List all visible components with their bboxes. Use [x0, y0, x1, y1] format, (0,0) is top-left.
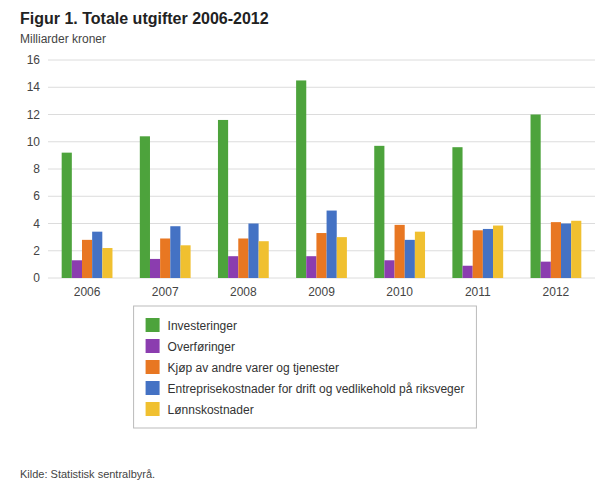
bar [395, 225, 405, 278]
bar [561, 224, 571, 279]
bar [140, 136, 150, 278]
bar [160, 238, 170, 278]
bar [238, 238, 248, 278]
x-tick-label: 2009 [308, 285, 335, 299]
bar [483, 229, 493, 278]
grid-line [48, 223, 595, 224]
subtitle: Milliarder kroner [20, 32, 106, 46]
bar [541, 262, 551, 278]
y-tick-label: 6 [33, 189, 40, 203]
grid-line [48, 196, 595, 197]
legend-frame [134, 306, 477, 428]
bar [170, 226, 180, 278]
y-tick-label: 16 [27, 53, 41, 67]
bar [452, 147, 462, 278]
bar [259, 241, 269, 278]
bar [306, 256, 316, 278]
bar [72, 260, 82, 278]
bar [62, 153, 72, 278]
y-tick-label: 4 [33, 217, 40, 231]
bar [92, 232, 102, 278]
grid [48, 60, 595, 278]
bar [473, 230, 483, 278]
title: Figur 1. Totale utgifter 2006-2012 [20, 10, 269, 27]
bars [62, 80, 582, 278]
legend-label: Lønnskostnader [168, 403, 254, 417]
y-tick-label: 8 [33, 162, 40, 176]
grid-line [48, 87, 595, 88]
bar [551, 222, 561, 278]
y-tick-label: 12 [27, 108, 41, 122]
bar [248, 224, 258, 279]
legend-label: Kjøp av andre varer og tjenester [168, 361, 339, 375]
legend-swatch [146, 339, 160, 353]
bar [228, 256, 238, 278]
y-tick-label: 0 [33, 271, 40, 285]
bar [327, 211, 337, 278]
y-tick-label: 14 [27, 80, 41, 94]
legend-swatch [146, 402, 160, 416]
grid-line [48, 114, 595, 115]
bar [493, 226, 503, 278]
grid-line [48, 60, 595, 61]
legend-label: Overføringer [168, 340, 235, 354]
bar [180, 245, 190, 278]
bar [415, 232, 425, 278]
x-tick-label: 2010 [386, 285, 413, 299]
x-tick-label: 2008 [230, 285, 257, 299]
legend-swatch [146, 381, 160, 395]
y-tick-label: 2 [33, 244, 40, 258]
bar [384, 260, 394, 278]
y-tick-label: 10 [27, 135, 41, 149]
bar [102, 248, 112, 278]
bar [218, 120, 228, 278]
x-tick-label: 2006 [74, 285, 101, 299]
chart: Figur 1. Totale utgifter 2006-2012 Millia… [0, 0, 610, 488]
legend-label: Entreprisekostnader for drift og vedlike… [168, 382, 465, 396]
bar [296, 80, 306, 278]
bar [82, 240, 92, 278]
source: Kilde: Statistisk sentralbyrå. [20, 468, 155, 480]
legend-swatch [146, 318, 160, 332]
x-tick-label: 2012 [543, 285, 570, 299]
bar [150, 259, 160, 278]
bar [571, 221, 581, 278]
bar [405, 240, 415, 278]
bar [531, 115, 541, 279]
grid-line [48, 141, 595, 142]
bar [316, 233, 326, 278]
bar [463, 266, 473, 278]
bar [337, 237, 347, 278]
legend-swatch [146, 360, 160, 374]
legend: Investeringer Overføringer Kjøp av andre v… [134, 306, 477, 428]
grid-line [48, 169, 595, 170]
bar [374, 146, 384, 278]
legend-label: Investeringer [168, 319, 237, 333]
x-tick-label: 2007 [152, 285, 179, 299]
x-tick-label: 2011 [465, 285, 491, 299]
